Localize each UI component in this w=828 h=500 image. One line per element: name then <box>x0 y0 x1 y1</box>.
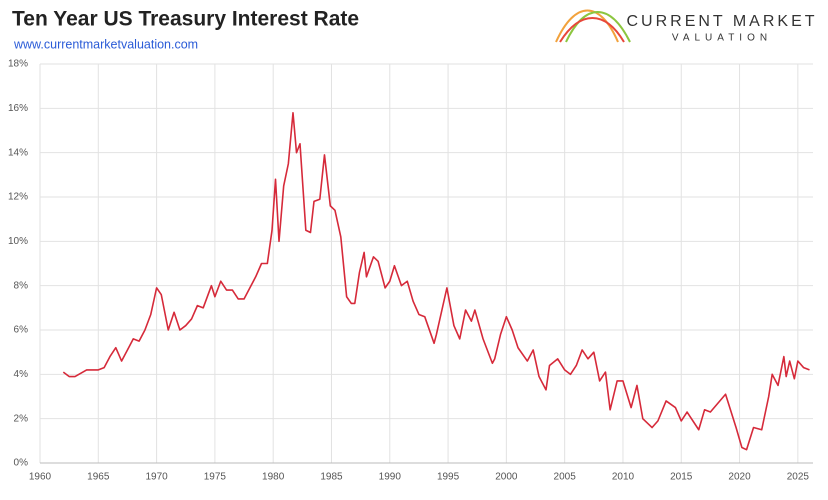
y-tick-label: 10% <box>8 236 28 247</box>
y-tick-label: 16% <box>8 103 28 114</box>
x-tick-label: 1975 <box>204 472 227 483</box>
x-tick-label: 2005 <box>554 472 577 483</box>
y-tick-label: 14% <box>8 147 28 158</box>
x-tick-label: 2015 <box>670 472 693 483</box>
x-tick-label: 1990 <box>379 472 402 483</box>
x-tick-label: 1980 <box>262 472 285 483</box>
brand-name: CURRENT MARKET <box>626 13 817 30</box>
y-tick-label: 8% <box>14 280 29 291</box>
line-series <box>62 111 810 451</box>
logo <box>555 9 631 43</box>
y-tick-label: 18% <box>8 59 28 70</box>
y-tick-label: 0% <box>14 458 29 469</box>
x-tick-label: 1960 <box>29 472 52 483</box>
x-tick-label: 2010 <box>612 472 635 483</box>
chart-title: Ten Year US Treasury Interest Rate <box>12 8 359 31</box>
y-tick-label: 6% <box>14 325 29 336</box>
x-tick-label: 1970 <box>145 472 168 483</box>
x-tick-label: 2000 <box>495 472 518 483</box>
brand-sub: VALUATION <box>672 33 772 44</box>
y-tick-label: 12% <box>8 192 28 203</box>
x-tick-label: 1995 <box>437 472 460 483</box>
x-tick-label: 1985 <box>320 472 343 483</box>
y-tick-label: 2% <box>14 413 29 424</box>
x-tick-label: 1965 <box>87 472 110 483</box>
y-tick-label: 4% <box>14 369 29 380</box>
x-tick-label: 2020 <box>728 472 751 483</box>
chart-subtitle: www.currentmarketvaluation.com <box>13 37 198 51</box>
x-tick-label: 2025 <box>787 472 810 483</box>
